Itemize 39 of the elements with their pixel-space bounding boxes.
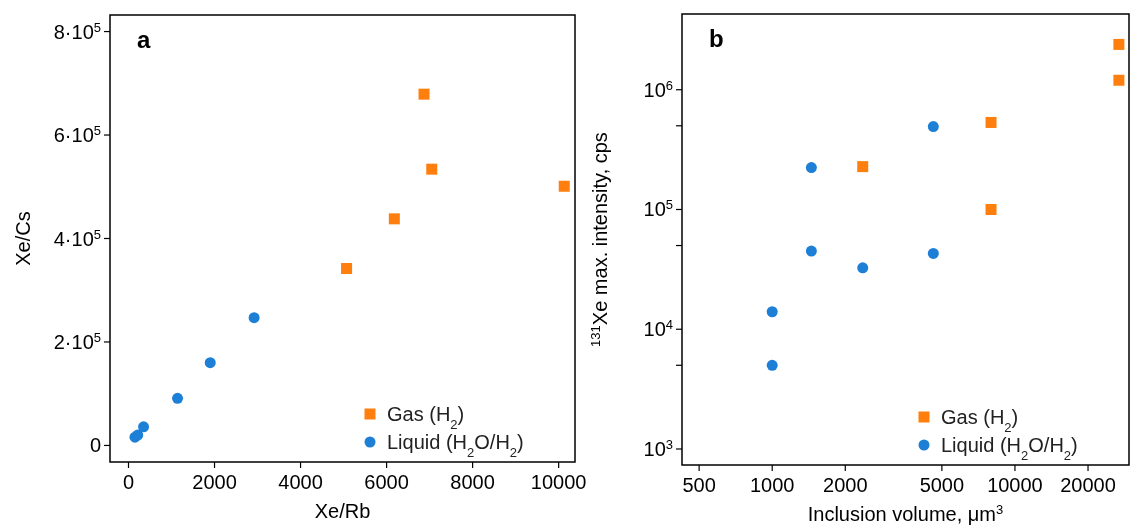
- x-tick-label: 20000: [1060, 474, 1116, 496]
- x-tick-label: 8000: [450, 471, 495, 493]
- point: [341, 263, 353, 275]
- point: [248, 312, 260, 324]
- x-tick-label: 0: [122, 471, 135, 493]
- point: [388, 213, 400, 225]
- y-tick-label: 0: [89, 434, 101, 457]
- annotation: a: [137, 26, 151, 53]
- x-tick-label: 2000: [192, 471, 237, 493]
- y-axis-title: Xe/Cs: [12, 211, 34, 266]
- point: [418, 88, 430, 100]
- x-tick-label: 500: [682, 474, 716, 496]
- legend-label: Liquid (H$_{2}$O/H$_{2}$): [387, 431, 524, 460]
- legend-label: Gas (H$_{2}$): [387, 403, 465, 432]
- point: [172, 392, 184, 404]
- x-tick-label: 10000: [987, 474, 1043, 496]
- x-tick-label: 1000: [749, 474, 795, 496]
- x-axis-title: Xe/Rb: [314, 500, 371, 522]
- y-tick-label: 10$^{4}$: [643, 316, 673, 341]
- x-tick-label: 2000: [823, 474, 868, 496]
- y-tick-label: 8·10$^{5}$: [53, 19, 101, 43]
- legend-label: Liquid (H$_{2}$O/H$_{2}$): [941, 434, 1078, 463]
- y-tick-label: 10$^{3}$: [643, 436, 673, 460]
- x-tick-label: 6000: [364, 471, 409, 493]
- x-tick-label: 5000: [919, 474, 965, 496]
- y-tick-label: 4·10$^{5}$: [53, 226, 101, 250]
- point: [426, 163, 438, 175]
- legend-label: Gas (H$_{2}$): [941, 406, 1019, 435]
- point: [558, 180, 570, 192]
- point: [138, 421, 150, 433]
- x-tick-label: 4000: [278, 471, 323, 493]
- y-tick-label: 2·10$^{5}$: [53, 329, 101, 353]
- x-axis-title: Inclusion volume, μm$^{3}$: [807, 501, 1004, 525]
- y-tick-label: 10$^{5}$: [643, 196, 673, 221]
- y-tick-label: 6·10$^{5}$: [53, 122, 101, 147]
- x-tick-label: 10000: [530, 471, 587, 493]
- point: [204, 357, 216, 369]
- annotation: b: [709, 25, 724, 52]
- y-tick-label: 10$^{6}$: [643, 77, 673, 101]
